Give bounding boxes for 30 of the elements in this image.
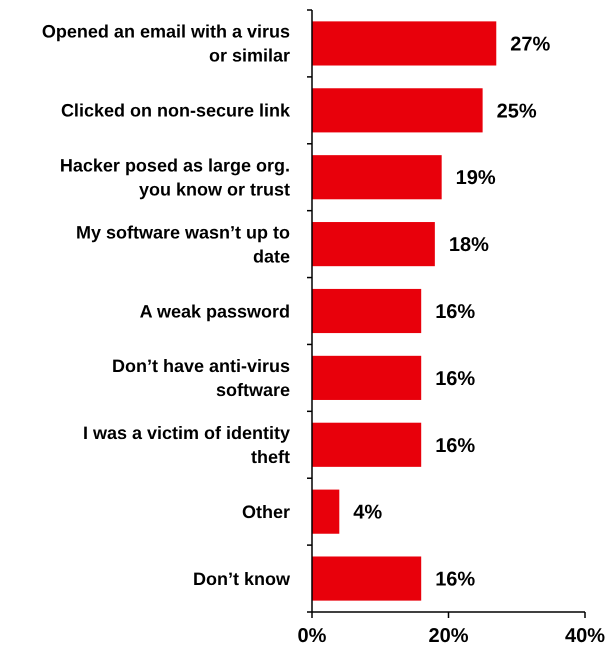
data-label: 27% (510, 33, 551, 56)
y-tick-label: My software wasn’t up to date (76, 222, 290, 266)
y-tick-label: Hacker posed as large org. you know or trust (60, 156, 290, 200)
data-label: 4% (353, 502, 382, 524)
bar (312, 155, 442, 200)
bar (312, 288, 422, 334)
bar (312, 422, 422, 467)
data-label: 16% (435, 434, 476, 457)
data-label: 18% (448, 234, 490, 256)
x-tick-label: 40% (564, 625, 606, 647)
data-label: 25% (496, 100, 537, 122)
y-tick-label: Other (242, 502, 290, 522)
bar (312, 222, 435, 266)
y-tick-label: Clicked on non-secure link (60, 100, 291, 121)
y-tick-label: Opened an email with a virus or similar (42, 22, 290, 66)
y-tick-label: Don’t have anti-virus software (112, 356, 290, 400)
x-tick-label: 0% (298, 625, 327, 647)
bar (312, 88, 483, 132)
bar (312, 21, 496, 66)
data-label: 16% (435, 368, 476, 390)
bar (312, 556, 422, 601)
y-tick-label: Don’t know (193, 568, 291, 589)
bar (312, 490, 340, 534)
bar (312, 356, 422, 400)
data-label: 19% (456, 167, 496, 190)
y-tick-label: I was a victim of identity theft (82, 423, 290, 468)
x-tick-label: 20% (428, 625, 469, 647)
data-label: 16% (435, 301, 476, 323)
y-tick-label: A weak password (140, 301, 290, 322)
data-label: 16% (435, 568, 476, 591)
